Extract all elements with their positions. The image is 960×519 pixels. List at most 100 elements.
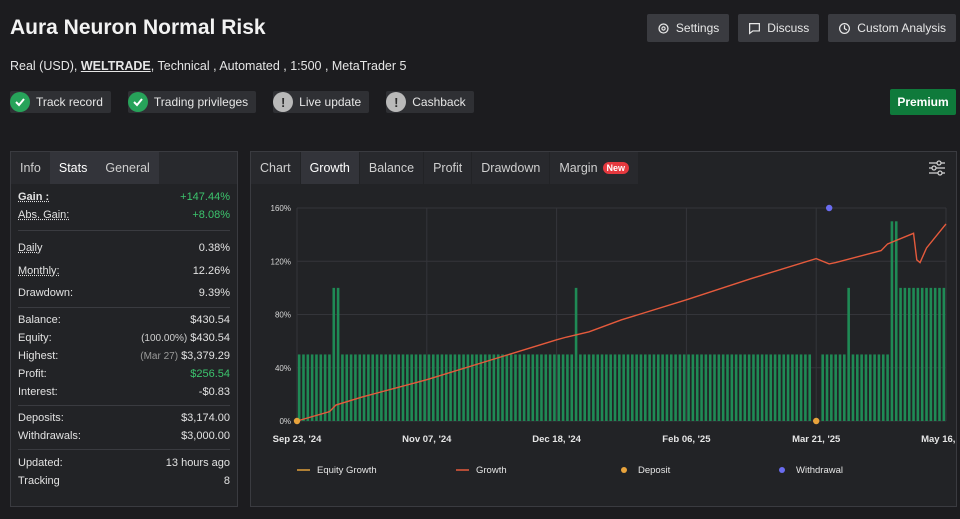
tab-info[interactable]: Info xyxy=(20,161,41,175)
growth-bar xyxy=(553,354,556,421)
broker-link[interactable]: WELTRADE xyxy=(80,59,151,73)
tab-chart[interactable]: Chart xyxy=(251,152,300,184)
y-tick-label: 0% xyxy=(279,417,291,426)
tab-balance[interactable]: Balance xyxy=(359,152,424,184)
badge-live-update[interactable]: ! Live update xyxy=(273,91,370,113)
growth-bar xyxy=(652,354,656,421)
growth-bar xyxy=(310,354,314,421)
badge-label: Track record xyxy=(36,95,103,109)
new-badge: New xyxy=(602,162,630,174)
growth-bar xyxy=(799,354,803,421)
badge-label: Trading privileges xyxy=(153,95,249,109)
growth-bar xyxy=(730,354,734,421)
tab-drawdown[interactable]: Drawdown xyxy=(472,152,550,184)
account-type: Real (USD), xyxy=(10,59,78,73)
tab-margin[interactable]: Margin New xyxy=(550,152,639,184)
growth-bar xyxy=(479,354,483,421)
stat-value: 8 xyxy=(223,475,230,487)
growth-bar xyxy=(804,354,807,421)
badges: Track record Trading privileges ! Live u… xyxy=(10,91,474,113)
growth-bar xyxy=(704,354,708,421)
growth-bar xyxy=(505,354,509,421)
deposit-point xyxy=(293,417,301,425)
growth-bar xyxy=(544,354,548,421)
stat-value: 13 hours ago xyxy=(165,457,230,469)
growth-bar xyxy=(349,354,353,421)
growth-bar xyxy=(864,354,868,421)
legend-label: Withdrawal xyxy=(796,465,843,476)
growth-bar xyxy=(336,287,340,421)
growth-bar xyxy=(457,354,461,421)
stat-label[interactable]: Abs. Gain: xyxy=(18,209,70,221)
growth-bar xyxy=(873,354,876,421)
y-tick-label: 80% xyxy=(275,311,291,320)
growth-bar xyxy=(302,354,305,421)
tab-stats[interactable]: Stats xyxy=(49,152,97,184)
stat-label: Withdrawals: xyxy=(18,430,81,442)
growth-bar xyxy=(341,354,344,421)
growth-bar xyxy=(609,354,612,421)
filter-icon[interactable] xyxy=(928,159,946,177)
equity-percent: (100.00%) xyxy=(141,333,188,344)
growth-bar xyxy=(933,287,937,421)
growth-bar xyxy=(713,354,716,421)
stat-value: $3,174.00 xyxy=(181,412,230,424)
growth-bar xyxy=(531,354,535,421)
growth-bar xyxy=(483,354,487,421)
growth-bar xyxy=(440,354,444,421)
growth-bar xyxy=(358,354,362,421)
x-tick-label: Feb 06, '25 xyxy=(662,434,711,445)
stat-deposits: Deposits: $3,174.00 xyxy=(18,409,230,427)
badge-label: Live update xyxy=(299,95,362,109)
stat-label[interactable]: Monthly: xyxy=(18,264,60,277)
tab-profit[interactable]: Profit xyxy=(424,152,472,184)
growth-bar xyxy=(501,354,504,421)
growth-bar xyxy=(661,354,664,421)
badge-track-record[interactable]: Track record xyxy=(10,91,111,113)
stat-label[interactable]: Gain : xyxy=(18,191,50,203)
premium-button[interactable]: Premium xyxy=(890,89,956,115)
stat-withdrawals: Withdrawals: $3,000.00 xyxy=(18,427,230,445)
deposit-point xyxy=(813,417,820,425)
stat-value: $430.54 xyxy=(190,314,230,326)
stat-label: Balance: xyxy=(18,314,61,326)
growth-bar xyxy=(739,354,742,421)
growth-bar xyxy=(354,354,357,421)
custom-analysis-button[interactable]: Custom Analysis xyxy=(828,14,956,42)
growth-bar xyxy=(401,354,405,421)
stat-profit: Profit: $256.54 xyxy=(18,365,230,383)
growth-bar xyxy=(643,354,647,421)
stat-value: 12.26% xyxy=(192,264,230,277)
growth-bar xyxy=(907,287,911,421)
stat-label: Equity: xyxy=(18,332,52,344)
growth-bar xyxy=(665,354,669,421)
tab-margin-label: Margin xyxy=(559,161,598,175)
growth-bar xyxy=(596,354,600,421)
growth-bar xyxy=(782,354,786,421)
account-info: Real (USD), WELTRADE, Technical , Automa… xyxy=(10,59,406,73)
growth-bar xyxy=(760,354,764,421)
growth-bar xyxy=(691,354,695,421)
stat-label: Deposits: xyxy=(18,412,64,424)
growth-bar xyxy=(769,354,773,421)
tab-growth[interactable]: Growth xyxy=(300,152,359,184)
tab-general[interactable]: General xyxy=(96,152,159,184)
growth-bar xyxy=(626,354,630,421)
badge-cashback[interactable]: ! Cashback xyxy=(386,91,474,113)
growth-bar xyxy=(916,287,920,421)
discuss-label: Discuss xyxy=(767,21,810,35)
growth-bar xyxy=(791,354,794,421)
growth-bar xyxy=(540,354,543,421)
badge-trading-privileges[interactable]: Trading privileges xyxy=(127,91,257,113)
discuss-button[interactable]: Discuss xyxy=(738,14,820,42)
check-icon xyxy=(10,92,30,112)
x-tick-label: Nov 07, '24 xyxy=(402,434,452,445)
growth-bar xyxy=(925,287,928,421)
growth-bar xyxy=(938,287,941,421)
growth-bar xyxy=(622,354,625,421)
chat-icon xyxy=(749,22,761,35)
y-tick-label: 120% xyxy=(271,257,291,266)
growth-bar xyxy=(786,354,790,421)
settings-button[interactable]: Settings xyxy=(646,14,730,42)
stat-label[interactable]: Daily xyxy=(18,241,43,254)
